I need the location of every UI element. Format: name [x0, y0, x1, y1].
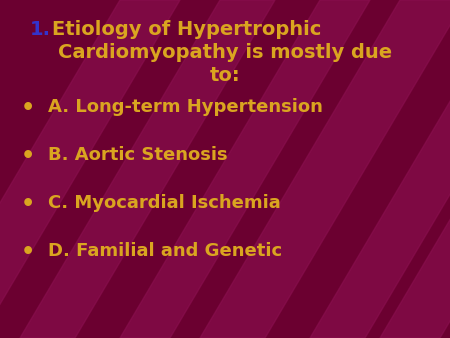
Polygon shape: [0, 0, 180, 338]
Text: C. Myocardial Ischemia: C. Myocardial Ischemia: [48, 194, 281, 212]
Text: •: •: [21, 242, 35, 262]
Polygon shape: [310, 0, 450, 338]
Polygon shape: [20, 0, 275, 338]
Text: B. Aortic Stenosis: B. Aortic Stenosis: [48, 146, 228, 164]
Text: •: •: [21, 146, 35, 166]
Polygon shape: [200, 0, 450, 338]
Polygon shape: [380, 0, 450, 338]
Text: 1.: 1.: [30, 20, 51, 39]
Text: •: •: [21, 194, 35, 214]
Text: Etiology of Hypertrophic: Etiology of Hypertrophic: [52, 20, 321, 39]
Text: A. Long-term Hypertension: A. Long-term Hypertension: [48, 98, 323, 116]
Text: Cardiomyopathy is mostly due: Cardiomyopathy is mostly due: [58, 43, 392, 62]
Text: to:: to:: [210, 66, 240, 85]
Polygon shape: [120, 0, 370, 338]
Text: D. Familial and Genetic: D. Familial and Genetic: [48, 242, 282, 260]
Text: •: •: [21, 98, 35, 118]
